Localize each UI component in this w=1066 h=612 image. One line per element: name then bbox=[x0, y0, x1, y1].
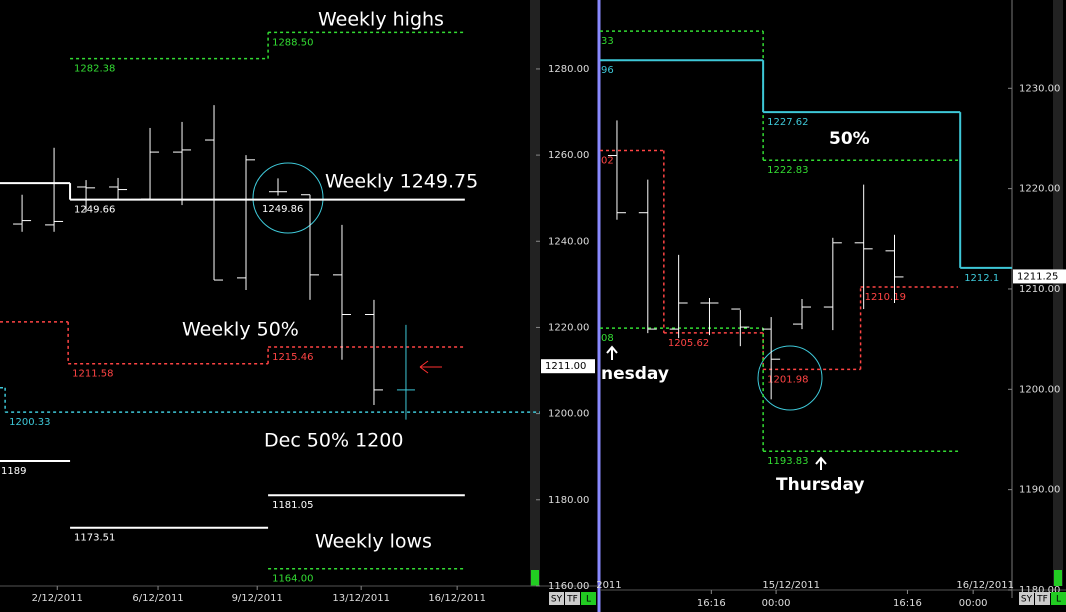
level-label: 1282.38 bbox=[74, 64, 115, 75]
level-label: 1205.62 bbox=[668, 338, 709, 349]
x-tick-label: 16:16 bbox=[697, 598, 726, 609]
y-tick-label: 1230.00 bbox=[1019, 83, 1060, 94]
highlight-circle bbox=[757, 345, 823, 411]
price-marker-label: 1211.25 bbox=[1017, 271, 1058, 282]
price-marker bbox=[1013, 269, 1066, 284]
level-label: 1249.86 bbox=[262, 204, 303, 215]
level-label: 1211.58 bbox=[72, 369, 113, 380]
toolbar-label[interactable]: L bbox=[586, 595, 591, 605]
scroll-thumb bbox=[1054, 570, 1062, 586]
level-label: 33 bbox=[601, 36, 614, 47]
toolbar-button[interactable] bbox=[1051, 592, 1066, 605]
level-label: 1201.98 bbox=[767, 374, 808, 385]
x-tick-label: 9/12/2011 bbox=[232, 593, 283, 604]
level-label: 1227.62 bbox=[767, 117, 808, 128]
level-label: 1200.33 bbox=[9, 417, 50, 428]
y-tick-label: 1220.00 bbox=[548, 322, 589, 333]
toolbar-button[interactable] bbox=[1035, 592, 1050, 605]
toolbar-label[interactable]: SY bbox=[1021, 595, 1033, 605]
annotation: Weekly 1249.75 bbox=[325, 171, 478, 193]
level-label: 02 bbox=[601, 156, 614, 167]
annotation: Weekly 50% bbox=[182, 319, 299, 341]
level-label: 1189 bbox=[1, 466, 26, 477]
price-marker-label: 1211.00 bbox=[545, 361, 586, 372]
annotation: Weekly highs bbox=[318, 9, 444, 31]
toolbar-label[interactable]: SY bbox=[551, 595, 563, 605]
y-tick-label: 1190.00 bbox=[1019, 485, 1060, 496]
level-label: 1210.19 bbox=[865, 292, 906, 303]
toolbar-button[interactable] bbox=[549, 592, 564, 605]
level-label: 1215.46 bbox=[272, 352, 313, 363]
x-tick-label: 16/12/2011 bbox=[428, 593, 486, 604]
scroll-thumb bbox=[531, 570, 539, 586]
y-tick-label: 1200.00 bbox=[1019, 384, 1060, 395]
level-label: 96 bbox=[601, 65, 614, 76]
level-label: 1249.66 bbox=[74, 205, 115, 216]
y-tick-label: 1160.00 bbox=[548, 581, 589, 592]
y-tick-label: 1180.00 bbox=[1019, 585, 1060, 596]
annotation: Weekly lows bbox=[315, 531, 432, 553]
x-tick-label: 13/12/2011 bbox=[332, 593, 390, 604]
y-tick-label: 1200.00 bbox=[548, 409, 589, 420]
toolbar-button[interactable] bbox=[1019, 592, 1034, 605]
x-tick-label: 00:00 bbox=[959, 598, 988, 609]
annotation: Dec 50% 1200 bbox=[264, 430, 403, 452]
x-tick-label: 6/12/2011 bbox=[132, 593, 183, 604]
arrow bbox=[606, 345, 618, 360]
x-tick-label: 16:16 bbox=[893, 598, 922, 609]
annotation: 50% bbox=[829, 129, 870, 149]
toolbar-button[interactable] bbox=[565, 592, 580, 605]
y-tick-label: 1260.00 bbox=[548, 150, 589, 161]
arrow bbox=[815, 456, 827, 470]
y-tick-label: 1240.00 bbox=[548, 236, 589, 247]
level-label: 1288.50 bbox=[272, 37, 313, 48]
y-tick-label: 1280.00 bbox=[548, 64, 589, 75]
toolbar-label[interactable]: TF bbox=[1036, 595, 1048, 605]
x-date-label: 2011 bbox=[596, 580, 621, 591]
y-tick-label: 1220.00 bbox=[1019, 184, 1060, 195]
level-label: 1181.05 bbox=[272, 500, 313, 511]
level-label: 1212.1 bbox=[964, 273, 999, 284]
x-tick-label: 00:00 bbox=[762, 598, 791, 609]
scrollbar bbox=[1053, 0, 1063, 586]
highlight-circle bbox=[252, 162, 324, 234]
scrollbar bbox=[530, 0, 540, 586]
level-label: 1173.51 bbox=[74, 533, 115, 544]
x-date-label: 15/12/2011 bbox=[762, 580, 820, 591]
x-date-label: 16/12/2011 bbox=[956, 580, 1014, 591]
y-tick-label: 1210.00 bbox=[1019, 284, 1060, 295]
level-label: 08 bbox=[601, 333, 614, 344]
annotation: nesday bbox=[601, 364, 669, 384]
toolbar-label[interactable]: L bbox=[1056, 595, 1061, 605]
annotation: Thursday bbox=[776, 475, 865, 495]
toolbar-label[interactable]: TF bbox=[566, 595, 578, 605]
level-label: 1193.83 bbox=[767, 456, 808, 467]
price-marker bbox=[541, 359, 595, 374]
arrow bbox=[419, 360, 442, 374]
level-label: 1164.00 bbox=[272, 574, 313, 585]
x-tick-label: 2/12/2011 bbox=[32, 593, 83, 604]
toolbar-button[interactable] bbox=[581, 592, 596, 605]
level-label: 1222.83 bbox=[767, 165, 808, 176]
y-tick-label: 1180.00 bbox=[548, 495, 589, 506]
